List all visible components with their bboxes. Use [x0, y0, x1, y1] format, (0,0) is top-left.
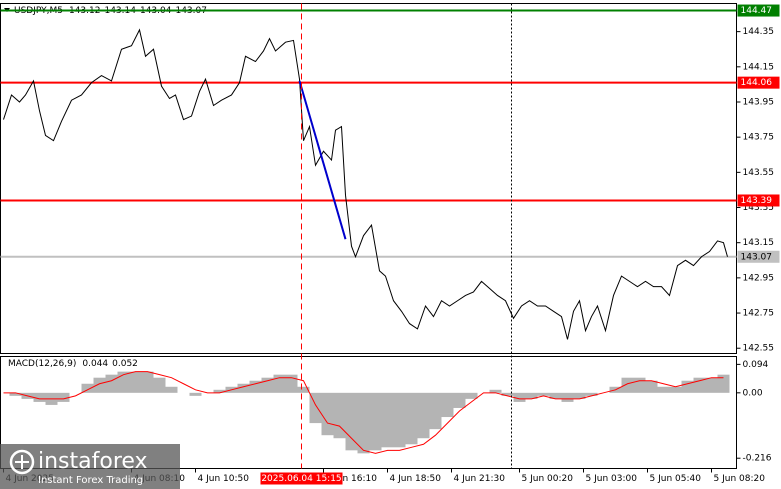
y-tick-label: 142.95 [743, 273, 775, 283]
histogram-bar [657, 386, 670, 393]
histogram-bar [153, 377, 166, 393]
watermark-tagline: Instant Forex Trading [38, 475, 143, 486]
y-tick-label: 143.15 [743, 238, 775, 248]
histogram-bar [93, 377, 106, 393]
watermark-logo-mark [15, 455, 29, 469]
price-level-box [737, 4, 780, 17]
time-marker-box [260, 472, 343, 485]
histogram-bar [105, 374, 118, 393]
price-level-box [737, 250, 780, 263]
histogram-bar [381, 392, 394, 448]
histogram-bar [81, 383, 94, 393]
price-level-label: 144.06 [741, 78, 773, 88]
price-level-box [737, 76, 780, 89]
histogram-bar [417, 392, 430, 439]
histogram-bar [117, 371, 130, 393]
histogram-bar [165, 386, 178, 393]
histogram-bar [645, 380, 658, 393]
y-tick-label: 143.75 [743, 133, 775, 143]
y-tick-label: 142.75 [743, 309, 775, 319]
histogram-bar [453, 392, 466, 408]
x-tick-label: 4 Jun 16:10 [326, 474, 378, 484]
histogram-bar [213, 389, 226, 393]
price-level-box [737, 194, 780, 207]
time-marker-label: 2025.06.04 15:15 [261, 474, 341, 484]
y-tick-label: 0.094 [743, 360, 769, 370]
histogram-bar [321, 392, 334, 436]
y-tick-label: -0.216 [743, 454, 772, 464]
histogram-bar [357, 392, 370, 454]
y-tick-label: 0.00 [743, 388, 763, 398]
y-tick-label: 144.15 [743, 62, 775, 72]
histogram-bar [513, 392, 526, 402]
histogram-bar [57, 392, 70, 402]
x-tick-label: 5 Jun 08:20 [714, 474, 766, 484]
histogram-bar [273, 374, 286, 393]
histogram-bar [369, 392, 382, 451]
price-level-label: 144.47 [741, 6, 773, 16]
histogram-bar [429, 392, 442, 430]
y-tick-label: 143.95 [743, 97, 775, 107]
histogram-bar [33, 392, 46, 402]
histogram-bar [237, 383, 250, 393]
histogram-bar [345, 392, 358, 451]
histogram-bar [573, 392, 586, 399]
histogram-bar [717, 374, 730, 393]
x-tick-label: 5 Jun 05:40 [650, 474, 702, 484]
signal-line [3, 371, 724, 454]
price-line [3, 28, 728, 340]
x-tick-label: 4 Jun 18:50 [390, 474, 442, 484]
watermark-box [0, 444, 180, 489]
histogram-bar [681, 380, 694, 393]
histogram-bar [333, 392, 346, 439]
histogram-bar [585, 392, 598, 396]
histogram-bar [633, 377, 646, 393]
histogram-bar [669, 386, 682, 393]
histogram-bar [537, 392, 550, 396]
histogram-bar [9, 392, 22, 396]
header-value: 0.044 [82, 359, 108, 369]
histogram-bar [621, 377, 634, 393]
histogram-bar [549, 392, 562, 399]
histogram-bar [489, 389, 502, 393]
histogram-bar [405, 392, 418, 445]
price-level-label: 143.39 [741, 196, 773, 206]
y-tick-label: 143.35 [743, 203, 775, 213]
main-panel [0, 3, 737, 354]
histogram-bar [309, 392, 322, 424]
panel-title: MACD(12,26,9) [8, 359, 76, 369]
plot-layer: 142.55 142.75 142.95 143.15 143.35 143.55 143.… [0, 3, 780, 485]
histogram-bar [525, 392, 538, 399]
histogram-bar [189, 392, 202, 396]
watermark: instaforex Instant Forex Trading [0, 444, 180, 489]
price-line [298, 80, 347, 240]
histogram-bar [129, 371, 142, 393]
y-tick-label: 143.55 [743, 168, 775, 178]
histogram-bar [297, 386, 310, 393]
x-tick-label: 4 Jun 10:50 [198, 474, 250, 484]
macd-panel [0, 356, 737, 469]
histogram-bar [705, 377, 718, 393]
histogram-bar [441, 392, 454, 418]
histogram-bar [285, 374, 298, 393]
x-tick-label: 5 Jun 00:20 [522, 474, 574, 484]
histogram-bar [249, 380, 262, 393]
watermark-brand: instaforex [38, 449, 148, 474]
histogram-bar [393, 392, 406, 448]
histogram-bar [141, 371, 154, 393]
y-tick-label: 142.55 [743, 344, 775, 354]
histogram-bar [501, 392, 514, 396]
y-tick-label: 144.35 [743, 27, 775, 37]
x-tick-label: 4 Jun 21:30 [454, 474, 506, 484]
histogram-bar [561, 392, 574, 402]
x-tick-label: 5 Jun 03:00 [586, 474, 638, 484]
price-level-label: 143.07 [741, 252, 773, 262]
header-value: 0.052 [112, 359, 138, 369]
watermark-logo [9, 449, 35, 475]
histogram-bar [465, 392, 478, 399]
